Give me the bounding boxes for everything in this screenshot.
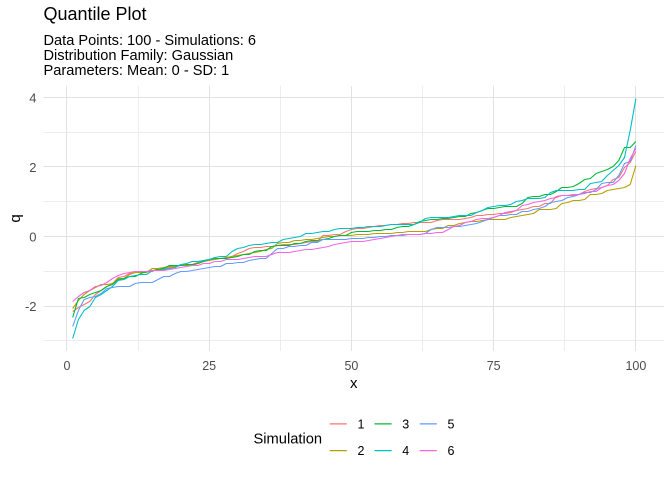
svg-text:50: 50	[344, 359, 358, 373]
svg-text:0: 0	[64, 359, 71, 373]
svg-text:1: 1	[358, 417, 365, 431]
svg-text:2: 2	[29, 160, 36, 175]
svg-text:Simulation: Simulation	[254, 432, 323, 448]
svg-text:Data Points: 100 - Simulations: Data Points: 100 - Simulations: 6	[44, 33, 257, 49]
svg-text:75: 75	[487, 359, 501, 373]
svg-text:q: q	[7, 214, 24, 222]
svg-text:4: 4	[29, 90, 36, 105]
svg-text:0: 0	[29, 229, 36, 244]
svg-text:2: 2	[358, 444, 365, 458]
svg-text:x: x	[350, 375, 358, 392]
svg-text:Distribution Family: Gaussian: Distribution Family: Gaussian	[44, 48, 234, 64]
svg-text:6: 6	[448, 444, 455, 458]
svg-text:5: 5	[448, 417, 455, 431]
svg-text:100: 100	[625, 359, 646, 373]
svg-text:Parameters: Mean: 0 - SD: 1: Parameters: Mean: 0 - SD: 1	[44, 63, 230, 79]
svg-text:25: 25	[202, 359, 216, 373]
svg-text:3: 3	[402, 417, 409, 431]
svg-text:Quantile Plot: Quantile Plot	[44, 4, 147, 24]
svg-text:-2: -2	[25, 299, 37, 314]
svg-text:4: 4	[402, 444, 409, 458]
